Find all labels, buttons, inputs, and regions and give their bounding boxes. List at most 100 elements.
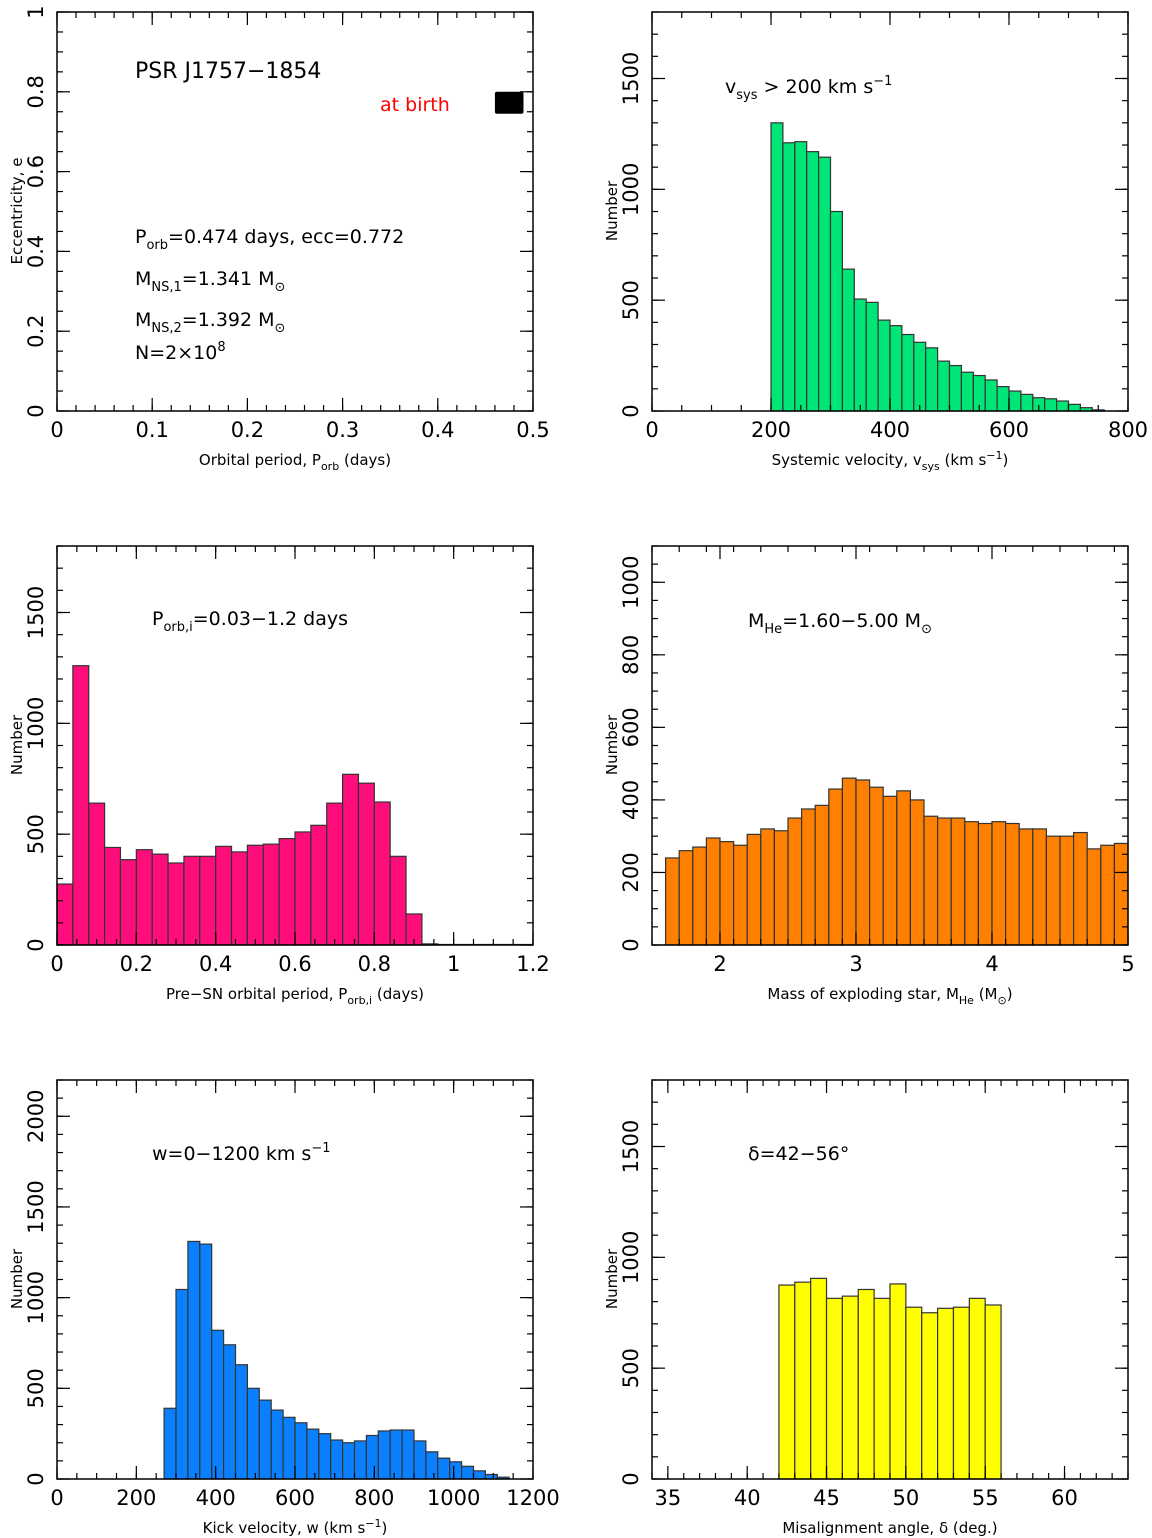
x-tick-label: 800 xyxy=(354,1486,394,1510)
histogram-bar xyxy=(901,333,915,412)
annotation-mns1: MNS,1=1.341 M⊙ xyxy=(135,268,285,295)
y-tick-label: 0 xyxy=(24,404,48,417)
y-tick-label: 500 xyxy=(619,280,643,320)
x-tick-label: 0 xyxy=(50,418,63,442)
histogram-bar xyxy=(817,156,832,412)
histogram-bar xyxy=(175,1288,189,1480)
panel-eccentricity: 0 0.1 0.2 0.3 0.4 0.5 0 0.2 0.4 0.6 0.8 1 PSR J1757… xyxy=(8,5,550,473)
histogram-bar xyxy=(889,325,903,412)
histogram-bar xyxy=(977,822,993,946)
histogram-bar xyxy=(449,1461,463,1480)
histogram-bar xyxy=(925,347,939,412)
y-tick-label: 0.4 xyxy=(24,235,48,268)
y-tick-label: 0 xyxy=(24,1472,48,1485)
histogram-bar xyxy=(234,1364,248,1480)
histogram-bar xyxy=(270,1409,284,1480)
birth-region-marker xyxy=(494,91,524,114)
histogram-bar xyxy=(365,1434,379,1480)
y-tick-label: 1000 xyxy=(619,556,643,609)
histogram-bar xyxy=(841,268,855,412)
y-tick-label: 2000 xyxy=(24,1090,48,1143)
x-tick-label: 0.2 xyxy=(231,418,264,442)
panel-frame xyxy=(651,1079,1129,1480)
histogram-bar xyxy=(984,379,998,412)
histogram-bar xyxy=(1018,828,1034,946)
histogram-bar xyxy=(692,846,707,946)
histogram-bar xyxy=(230,851,249,946)
histogram-bar xyxy=(306,1428,320,1480)
y-tick-label: 500 xyxy=(24,1368,48,1408)
x-tick-label: 200 xyxy=(116,1486,156,1510)
panel-frame xyxy=(651,545,1129,946)
histogram-bar xyxy=(211,1329,225,1480)
histogram-bar xyxy=(119,859,137,946)
y-tick-label: 0.2 xyxy=(24,314,48,347)
histogram-bar xyxy=(377,1430,391,1480)
histogram-bar xyxy=(151,853,169,946)
histogram-bar xyxy=(841,777,857,946)
histogram-bar xyxy=(472,1470,486,1480)
histogram-bar xyxy=(828,788,843,946)
x-tick-label: 2 xyxy=(713,952,726,976)
histogram-bar xyxy=(294,1422,308,1480)
histogram-bar xyxy=(199,1243,213,1480)
histogram-bar xyxy=(678,850,694,946)
histogram-bar xyxy=(1067,403,1081,412)
histogram-bar xyxy=(163,1407,177,1480)
annotation-vsys: vsys > 200 km s−1 xyxy=(725,74,892,103)
histogram-bar xyxy=(936,1307,955,1480)
histogram-bar xyxy=(1045,835,1061,946)
x-tick-label: 40 xyxy=(734,1486,761,1510)
histogram-bar xyxy=(841,1295,859,1480)
x-tick-label: 0.2 xyxy=(120,952,153,976)
x-axis-label: Orbital period, Porb (days) xyxy=(199,451,391,473)
histogram-bar xyxy=(787,817,803,946)
histogram-bar xyxy=(437,1457,451,1480)
x-tick-label: 1200 xyxy=(506,1486,559,1510)
histogram-bar xyxy=(342,773,360,946)
histogram-bar xyxy=(857,1288,875,1480)
x-tick-label: 400 xyxy=(870,418,910,442)
y-tick-label: 1500 xyxy=(24,586,48,639)
x-tick-label: 1.2 xyxy=(516,952,549,976)
annotation-mns2: MNS,2=1.392 M⊙ xyxy=(135,309,285,336)
y-tick-label: 1000 xyxy=(24,697,48,750)
panel-pre-sn-orbital-period: 0 0.2 0.4 0.6 0.8 1 1.2 0 500 1000 1500 Porb,i=0.0… xyxy=(8,545,550,1007)
x-axis-label: Mass of exploding star, MHe (M⊙) xyxy=(767,985,1012,1007)
y-tick-label: 500 xyxy=(24,814,48,854)
histogram-bar xyxy=(1004,822,1020,946)
x-axis-label: Kick velocity, w (km s−1) xyxy=(203,1517,388,1537)
histogram-bar xyxy=(167,862,185,946)
x-tick-label: 45 xyxy=(813,1486,840,1510)
x-tick-label: 0.5 xyxy=(516,418,549,442)
x-tick-label: 0.4 xyxy=(421,418,454,442)
y-tick-label: 1500 xyxy=(24,1180,48,1233)
histogram-bar xyxy=(353,1440,367,1480)
histogram-bar xyxy=(310,824,328,946)
histogram-bar xyxy=(948,364,962,412)
x-tick-label: 50 xyxy=(892,1486,919,1510)
y-tick-label: 1000 xyxy=(24,1271,48,1324)
x-tick-label: 3 xyxy=(849,952,862,976)
x-tick-label: 200 xyxy=(751,418,791,442)
histogram-bar xyxy=(326,802,344,946)
x-axis-label: Pre−SN orbital period, Porb,i (days) xyxy=(166,985,424,1007)
histogram-bar xyxy=(215,845,233,946)
panel-exploding-star-mass: 2 3 4 5 0 200 400 600 800 1000 MHe=1.60−5.00 M⊙ M… xyxy=(603,545,1135,1007)
x-tick-label: 0 xyxy=(645,418,658,442)
histogram-bar xyxy=(705,837,721,946)
histogram-bar xyxy=(246,844,264,946)
histogram-bar xyxy=(732,844,748,946)
annotation-porb-ecc: Porb=0.474 days, ecc=0.772 xyxy=(135,226,404,253)
y-tick-label: 0.8 xyxy=(24,75,48,108)
panel-frame xyxy=(56,11,534,412)
histogram-bar xyxy=(794,1281,812,1480)
y-tick-label: 0 xyxy=(619,404,643,417)
histogram-bar xyxy=(461,1465,475,1480)
x-tick-label: 600 xyxy=(989,418,1029,442)
y-tick-label: 500 xyxy=(619,1348,643,1388)
histogram-bar xyxy=(413,1440,427,1480)
histogram-bar xyxy=(318,1433,332,1480)
y-axis-label: Number xyxy=(603,180,621,241)
histogram-bar xyxy=(664,857,680,946)
